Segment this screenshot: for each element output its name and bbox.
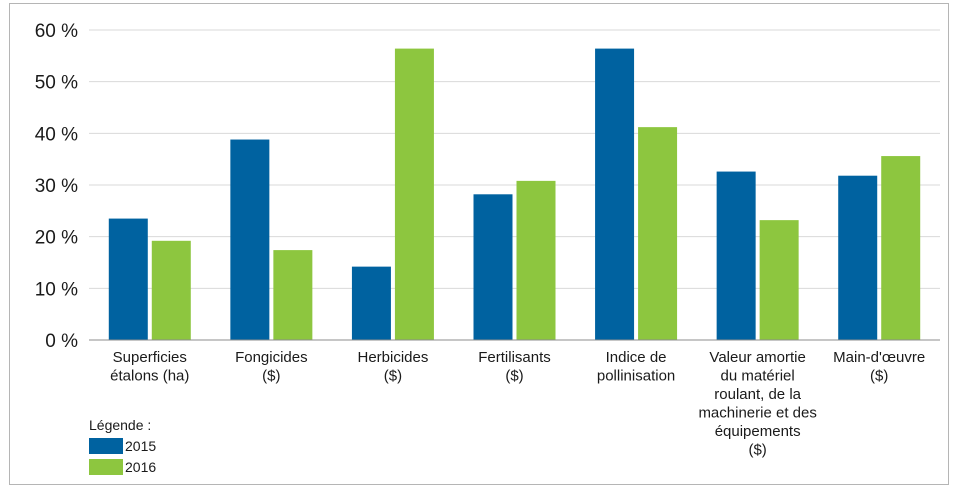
gridlines bbox=[89, 29, 940, 289]
legend-swatch-2016 bbox=[89, 458, 123, 475]
bar-2015 bbox=[473, 194, 513, 340]
legend: Légende : 2015 2016 bbox=[89, 415, 156, 477]
y-tick-label: 40 % bbox=[35, 124, 78, 145]
bar-2016 bbox=[516, 180, 556, 340]
bar-2015 bbox=[230, 139, 270, 340]
bars bbox=[108, 48, 921, 340]
y-tick-label: 0 % bbox=[45, 331, 78, 352]
legend-item-2015: 2015 bbox=[89, 435, 156, 456]
bar-2015 bbox=[716, 171, 756, 340]
x-category-label: Superficies étalons (ha) bbox=[110, 349, 189, 385]
bar-2016 bbox=[881, 156, 921, 340]
x-category-label: Herbicides ($) bbox=[357, 349, 428, 385]
y-tick-label: 20 % bbox=[35, 228, 78, 249]
x-category-label: Fertilisants ($) bbox=[478, 349, 551, 385]
y-axis-tick-labels: 0 % 10 % 20 % 30 % 40 % 50 % 60 % bbox=[35, 21, 78, 352]
chart-frame bbox=[9, 3, 949, 485]
legend-label-2016: 2016 bbox=[125, 458, 157, 475]
bar-2016 bbox=[151, 240, 191, 340]
x-axis-category-labels: Superficies étalons (ha) Fongicides ($) Herb… bbox=[110, 349, 925, 459]
bar-2016 bbox=[394, 48, 434, 340]
legend-swatch-2015 bbox=[89, 437, 123, 454]
bar-2016 bbox=[638, 127, 678, 340]
bar-2016 bbox=[273, 250, 313, 340]
y-tick-label: 50 % bbox=[35, 73, 78, 94]
legend-item-2016: 2016 bbox=[89, 456, 156, 477]
y-tick-label: 60 % bbox=[35, 21, 78, 42]
bar-2016 bbox=[759, 220, 799, 340]
x-category-label: Fongicides ($) bbox=[235, 349, 308, 385]
x-category-label: Indice de pollinisation bbox=[597, 349, 675, 385]
bar-2015 bbox=[351, 266, 391, 340]
bar-2015 bbox=[595, 48, 635, 340]
legend-title: Légende : bbox=[89, 417, 152, 433]
x-category-label: Valeur amortie du matériel roulant, de la m… bbox=[698, 349, 816, 459]
bar-2015 bbox=[108, 218, 148, 340]
y-tick-label: 10 % bbox=[35, 279, 78, 300]
x-category-label: Main-d'œuvre ($) bbox=[833, 349, 925, 385]
legend-label-2015: 2015 bbox=[125, 437, 157, 454]
y-tick-label: 30 % bbox=[35, 176, 78, 197]
bar-2015 bbox=[838, 175, 878, 340]
